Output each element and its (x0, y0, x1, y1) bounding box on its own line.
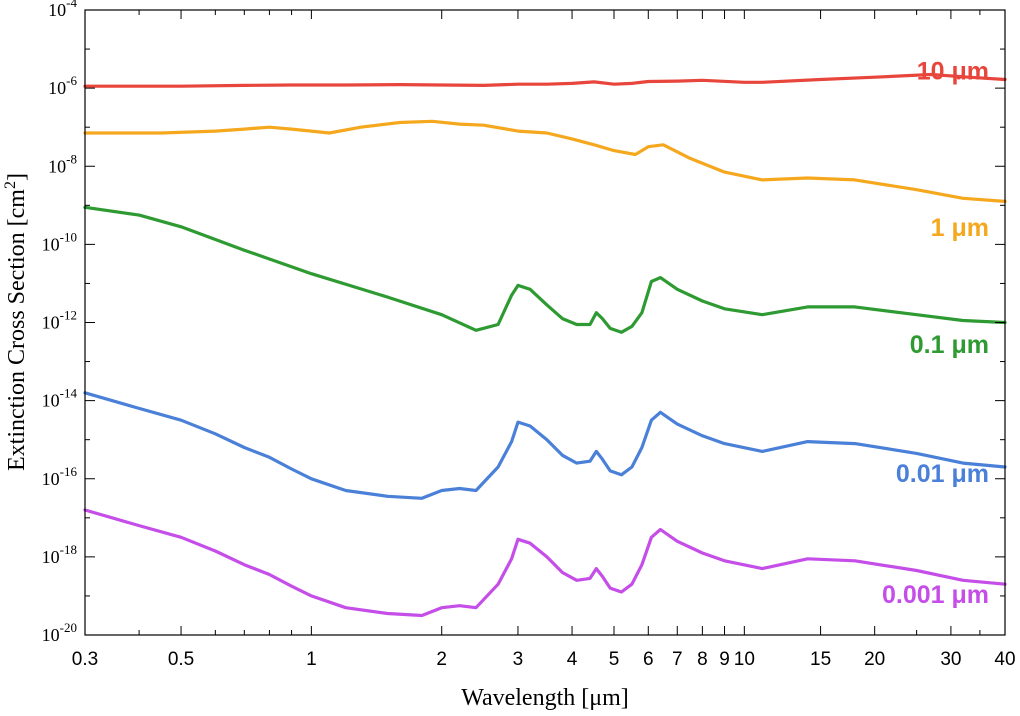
series-line-4 (83, 508, 1007, 618)
x-tick-label: 15 (810, 649, 831, 670)
y-tick-label: 10-16 (42, 464, 78, 489)
y-tick-base: 10 (48, 0, 66, 20)
x-tick-label: 7 (672, 649, 683, 670)
y-tick-base: 10 (42, 625, 60, 645)
y-tick-label: 10-18 (42, 542, 77, 567)
plot-frame (84, 9, 1006, 636)
y-tick-label: 10-14 (42, 386, 78, 411)
y-tick-label: 10-12 (42, 308, 77, 333)
y-tick-power: -6 (66, 73, 77, 88)
y-tick-power: -12 (60, 308, 77, 323)
series-label: 1 μm (931, 214, 989, 242)
y-axis-ticks: 10-410-610-810-1010-1210-1410-1610-1810-… (42, 0, 1005, 645)
series-label: 0.01 μm (896, 460, 989, 488)
x-tick-label: 3 (513, 649, 524, 670)
x-tick-label: 0.3 (72, 649, 98, 670)
x-tick-label: 1 (306, 649, 317, 670)
y-tick-label: 10-6 (48, 73, 77, 98)
y-tick-power: -14 (60, 386, 78, 401)
x-tick-label: 9 (719, 649, 730, 670)
x-axis-title: Wavelength [μm] (461, 685, 629, 711)
series-line-0 (83, 72, 1007, 88)
y-tick-label: 10-10 (42, 229, 77, 254)
series-label: 0.001 μm (882, 581, 989, 609)
series-line-2 (83, 205, 1007, 334)
y-tick-power: -20 (60, 620, 77, 635)
y-tick-base: 10 (48, 156, 66, 176)
y-tick-power: -8 (66, 151, 77, 166)
y-axis-title: Extinction Cross Section [cm2] (2, 173, 30, 471)
x-axis-ticks: 0.3 0.5 1 2 3 4 5 6 7 8 9 10 15 20 30 40 (72, 10, 1016, 670)
y-tick-label: 10-20 (42, 620, 77, 645)
y-axis-title-exp: 2 (2, 181, 19, 189)
x-tick-label: 4 (567, 649, 578, 670)
y-tick-base: 10 (42, 391, 60, 411)
series-label: 0.1 μm (910, 331, 989, 359)
y-tick-base: 10 (42, 547, 60, 567)
y-tick-base: 10 (42, 469, 60, 489)
series-line-3 (83, 391, 1007, 500)
series-labels: 10 μm 1 μm 0.1 μm 0.01 μm 0.001 μm (882, 58, 989, 609)
y-tick-label: 10-4 (48, 0, 77, 20)
y-axis-title-close: ] (4, 173, 30, 181)
x-tick-label: 6 (643, 649, 654, 670)
x-tick-label: 10 (734, 649, 755, 670)
x-tick-label: 0.5 (168, 649, 194, 670)
series-line-1 (83, 119, 1007, 203)
y-tick-power: -18 (60, 542, 77, 557)
y-tick-base: 10 (42, 313, 60, 333)
x-tick-label: 5 (609, 649, 620, 670)
x-tick-label: 40 (994, 649, 1015, 670)
series-label: 10 μm (917, 58, 989, 86)
y-tick-power: -10 (60, 229, 77, 244)
y-tick-label: 10-8 (48, 151, 77, 176)
y-axis-title-main: Extinction Cross Section [cm (4, 189, 30, 471)
y-tick-power: -16 (60, 464, 78, 479)
x-tick-label: 2 (436, 649, 447, 670)
y-tick-base: 10 (48, 78, 66, 98)
x-tick-label: 20 (864, 649, 885, 670)
plot-lines (83, 72, 1007, 618)
x-tick-label: 30 (940, 649, 961, 670)
x-tick-label: 8 (697, 649, 708, 670)
y-tick-power: -4 (66, 0, 77, 10)
y-tick-base: 10 (42, 234, 60, 254)
